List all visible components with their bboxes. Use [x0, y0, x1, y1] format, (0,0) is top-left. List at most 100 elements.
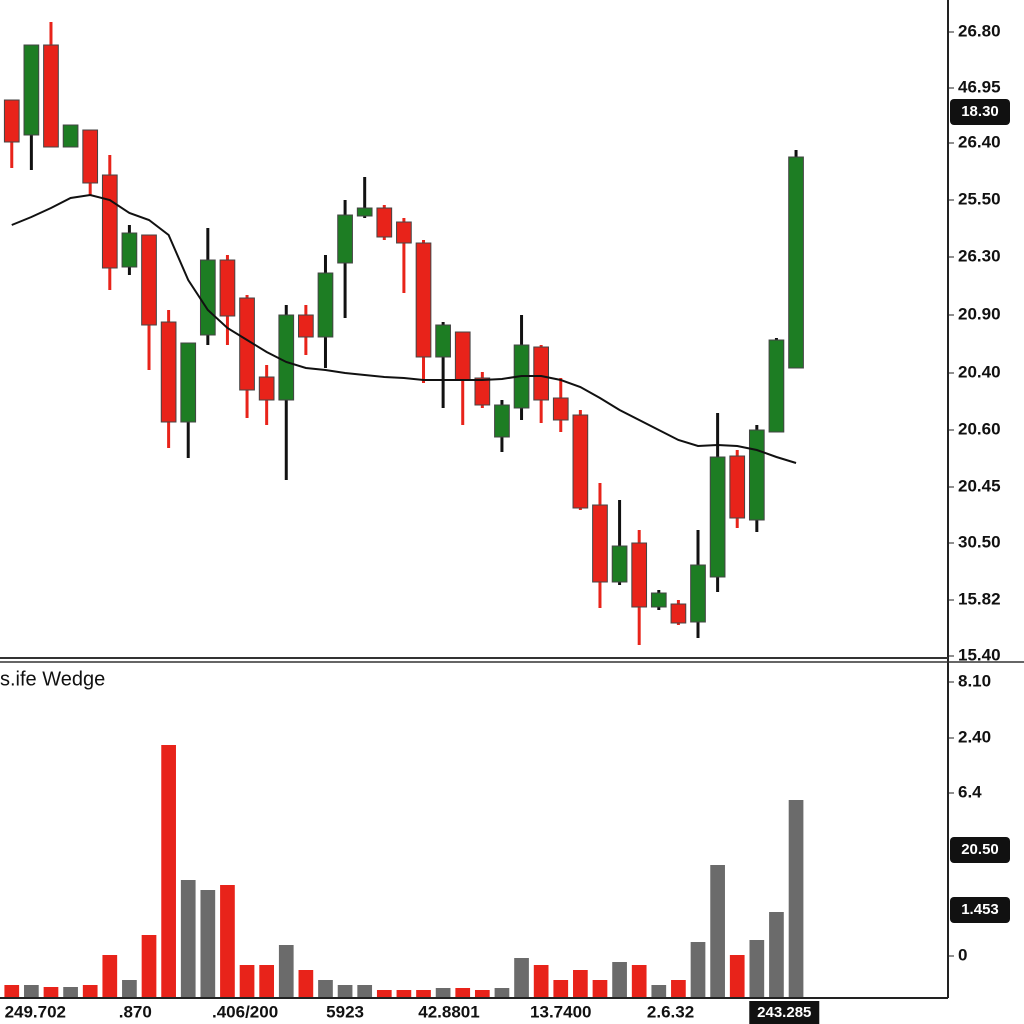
candle-body: [396, 221, 412, 244]
volume-bar: [533, 965, 549, 997]
candle-body: [533, 346, 550, 401]
price-badge: [950, 897, 1010, 923]
candle-body: [82, 129, 99, 184]
volume-bar: [82, 985, 98, 997]
candle-body: [356, 207, 373, 217]
candle-body: [494, 404, 510, 438]
candle-body: [611, 545, 628, 583]
volume-bar: [788, 800, 804, 997]
candle-body: [631, 542, 648, 608]
x-tick-label: 2.6.32: [647, 1002, 694, 1021]
badge-label: 1.453: [961, 901, 999, 918]
volume-tick-label: 8.10: [958, 671, 991, 690]
candle-body: [592, 504, 608, 583]
volume-bar: [710, 865, 725, 997]
x-badge: [749, 1001, 820, 1024]
volume-tick-label: 6.4: [958, 782, 982, 801]
candle-body: [709, 456, 726, 578]
candle-body: [62, 124, 79, 148]
y-tick-label: 20.45: [958, 476, 1001, 495]
price-badge: [950, 99, 1010, 125]
y-tick-label: 20.60: [958, 419, 1001, 438]
candle-body: [572, 414, 589, 509]
candle-body: [219, 259, 236, 317]
candle-body: [748, 429, 765, 521]
candle-body: [788, 156, 804, 369]
moving-average: [11, 193, 797, 464]
y-tick-label: 20.90: [958, 304, 1001, 323]
volume-bar: [161, 745, 176, 997]
candle-body: [160, 321, 177, 423]
volume-bar: [749, 940, 765, 997]
volume-bar: [435, 988, 451, 997]
x-tick-label: .406/200: [212, 1002, 278, 1021]
candle-body: [141, 234, 157, 326]
volume-bar: [729, 955, 745, 997]
y-tick-label: 46.95: [958, 77, 1001, 96]
volume-bar: [4, 985, 20, 997]
y-tick-label: 25.50: [958, 189, 1001, 208]
volume-bar: [376, 990, 392, 997]
volume-bar: [592, 980, 608, 997]
y-tick-label: 20.40: [958, 362, 1001, 381]
price-badge: [950, 837, 1010, 863]
volume-bar: [573, 970, 588, 997]
volume-bar: [200, 890, 216, 997]
volume-bar: [298, 970, 314, 997]
volume-bar: [612, 962, 627, 997]
volume-title: s.ife Wedge: [0, 668, 105, 690]
volume-bar: [514, 958, 529, 997]
candle-body: [768, 339, 785, 433]
candle-body: [101, 174, 118, 269]
volume-bar: [43, 987, 59, 997]
candle-body: [199, 259, 216, 336]
x-tick-label: 42.8801: [418, 1002, 479, 1021]
x-badge-label: 243.285: [757, 1004, 811, 1021]
volume-bar: [416, 990, 431, 997]
candle-body: [690, 564, 706, 623]
y-tick-label: 26.80: [958, 21, 1001, 40]
candle-body: [474, 377, 491, 406]
volume-bar: [337, 985, 353, 997]
volume-bar: [239, 965, 255, 997]
badge-label: 18.30: [961, 103, 999, 120]
candle-body: [23, 44, 40, 136]
volume-bar: [494, 988, 510, 997]
y-tick-label: 15.82: [958, 589, 1001, 608]
volume-bar: [474, 990, 490, 997]
volume-bar: [220, 885, 235, 997]
volume-bar: [455, 988, 471, 997]
volume-bar: [769, 912, 784, 997]
volume-bar: [259, 965, 275, 997]
volume-bar: [357, 985, 373, 997]
candle-body: [3, 99, 20, 143]
volume-bar: [141, 935, 157, 997]
volume-bar: [278, 945, 294, 997]
volume-tick-label: 2.40: [958, 727, 991, 746]
x-tick-label: 249.702: [5, 1002, 66, 1021]
candle-body: [670, 603, 687, 624]
candle-body: [454, 331, 471, 381]
candle-body: [180, 342, 197, 423]
volume-bar: [396, 990, 412, 997]
candle-body: [121, 232, 138, 268]
candle-body: [435, 324, 451, 358]
volume-bar: [122, 980, 137, 997]
volume-bar: [553, 980, 569, 997]
y-tick-label: 26.40: [958, 132, 1001, 151]
candle-body: [278, 314, 295, 401]
volume-bar: [180, 880, 196, 997]
candle-body: [298, 314, 314, 338]
volume-bar: [63, 987, 78, 997]
candle-body: [729, 455, 746, 519]
candle-body: [415, 242, 432, 358]
x-tick-label: .870: [119, 1002, 152, 1021]
candle-body: [650, 592, 667, 608]
x-tick-label: 5923: [326, 1002, 364, 1021]
candle-body: [317, 272, 334, 338]
y-tick-label: 30.50: [958, 532, 1001, 551]
candle-body: [258, 376, 275, 401]
x-tick-label: 13.7400: [530, 1002, 591, 1021]
